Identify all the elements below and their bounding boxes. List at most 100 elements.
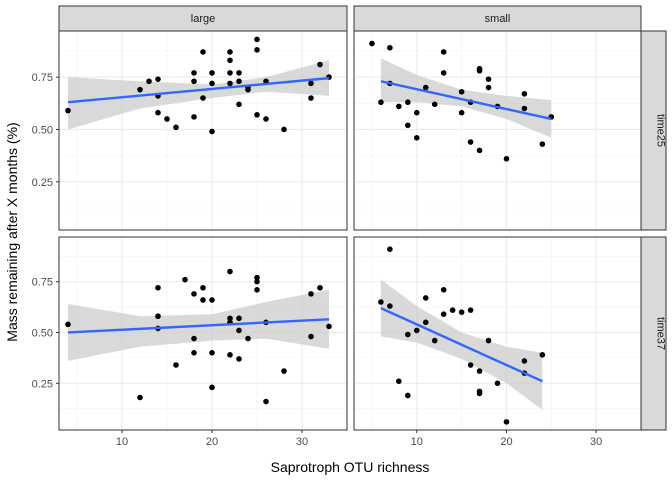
data-point	[422, 84, 429, 91]
data-point	[440, 287, 447, 293]
panel-background	[354, 31, 641, 230]
data-point	[254, 111, 260, 118]
data-point	[485, 76, 492, 82]
data-point	[254, 287, 260, 293]
confidence-band	[68, 60, 329, 130]
data-point	[378, 99, 384, 106]
facet-panel-large-time37	[58, 236, 348, 431]
data-point	[476, 368, 483, 374]
regression-line	[67, 76, 330, 104]
data-point	[155, 76, 161, 82]
data-point	[209, 80, 215, 87]
data-point	[227, 268, 233, 275]
facet-strip-large	[58, 5, 348, 32]
data-point	[378, 299, 384, 305]
data-point	[476, 147, 483, 154]
regression-line	[380, 80, 552, 121]
data-point	[209, 350, 215, 356]
data-point	[431, 337, 438, 344]
data-point	[227, 315, 233, 322]
x-tick-label: 20	[500, 436, 512, 448]
x-tick-label: 10	[411, 436, 423, 448]
data-point	[539, 352, 546, 358]
panel-border	[58, 30, 348, 231]
data-point	[405, 392, 411, 399]
data-point	[387, 303, 393, 309]
facet-strip-label: small	[485, 13, 511, 25]
data-point	[317, 61, 323, 68]
data-point	[467, 362, 474, 368]
x-axis-title: Saprotroph OTU richness	[271, 459, 430, 475]
data-point	[494, 380, 501, 387]
data-point	[281, 368, 287, 374]
data-point	[227, 70, 233, 76]
data-point	[521, 105, 528, 112]
data-point	[449, 307, 456, 313]
data-point	[263, 398, 269, 405]
data-point	[503, 155, 510, 162]
facet-strip-label: time25	[655, 114, 667, 147]
data-point	[422, 295, 429, 301]
data-point	[227, 352, 233, 358]
data-point	[164, 116, 170, 122]
data-point	[440, 70, 447, 76]
data-point	[440, 311, 447, 318]
data-point	[458, 109, 465, 116]
data-point	[173, 362, 179, 368]
data-point	[308, 333, 314, 340]
x-tick-label: 20	[206, 436, 218, 448]
data-point	[191, 78, 197, 85]
data-point	[209, 70, 215, 76]
data-point	[458, 88, 465, 95]
data-point	[422, 319, 429, 326]
data-point	[245, 335, 251, 342]
data-point	[191, 335, 197, 342]
data-point	[405, 99, 411, 106]
data-point	[467, 139, 474, 145]
data-point	[155, 284, 161, 291]
data-point	[476, 388, 483, 395]
data-point	[396, 103, 402, 110]
facet-panel-small-time25	[353, 30, 642, 231]
data-point	[209, 384, 215, 391]
data-point	[396, 378, 402, 385]
data-point	[413, 135, 420, 141]
data-point	[308, 95, 314, 101]
facet-strip-time25	[640, 30, 667, 231]
data-point	[485, 337, 492, 344]
data-point	[308, 80, 314, 87]
data-point	[458, 309, 465, 315]
data-point	[236, 101, 242, 108]
regression-line	[380, 307, 543, 383]
data-point	[155, 313, 161, 320]
data-point	[182, 276, 188, 283]
regression-line	[67, 318, 330, 334]
data-point	[200, 284, 206, 291]
data-point	[476, 65, 483, 72]
y-tick-label: 0.75	[32, 72, 53, 84]
data-point	[236, 327, 242, 334]
panel-border	[58, 236, 348, 431]
data-point	[236, 78, 242, 85]
data-point	[254, 278, 260, 285]
data-point	[254, 36, 260, 43]
panel-background	[59, 31, 347, 230]
x-tick-label: 30	[590, 436, 602, 448]
data-point	[440, 49, 447, 55]
data-point	[369, 40, 375, 47]
data-point	[236, 356, 242, 362]
data-point	[503, 419, 510, 425]
data-point	[227, 49, 233, 55]
data-point	[173, 124, 179, 131]
data-point	[413, 109, 420, 116]
confidence-band	[380, 58, 552, 138]
x-tick-label: 10	[116, 436, 128, 448]
data-point	[200, 95, 206, 101]
y-tick-label: 0.50	[32, 327, 53, 339]
data-point	[236, 315, 242, 322]
data-point	[387, 44, 393, 51]
data-point	[65, 321, 71, 328]
data-point	[65, 107, 71, 114]
data-point	[485, 84, 492, 91]
